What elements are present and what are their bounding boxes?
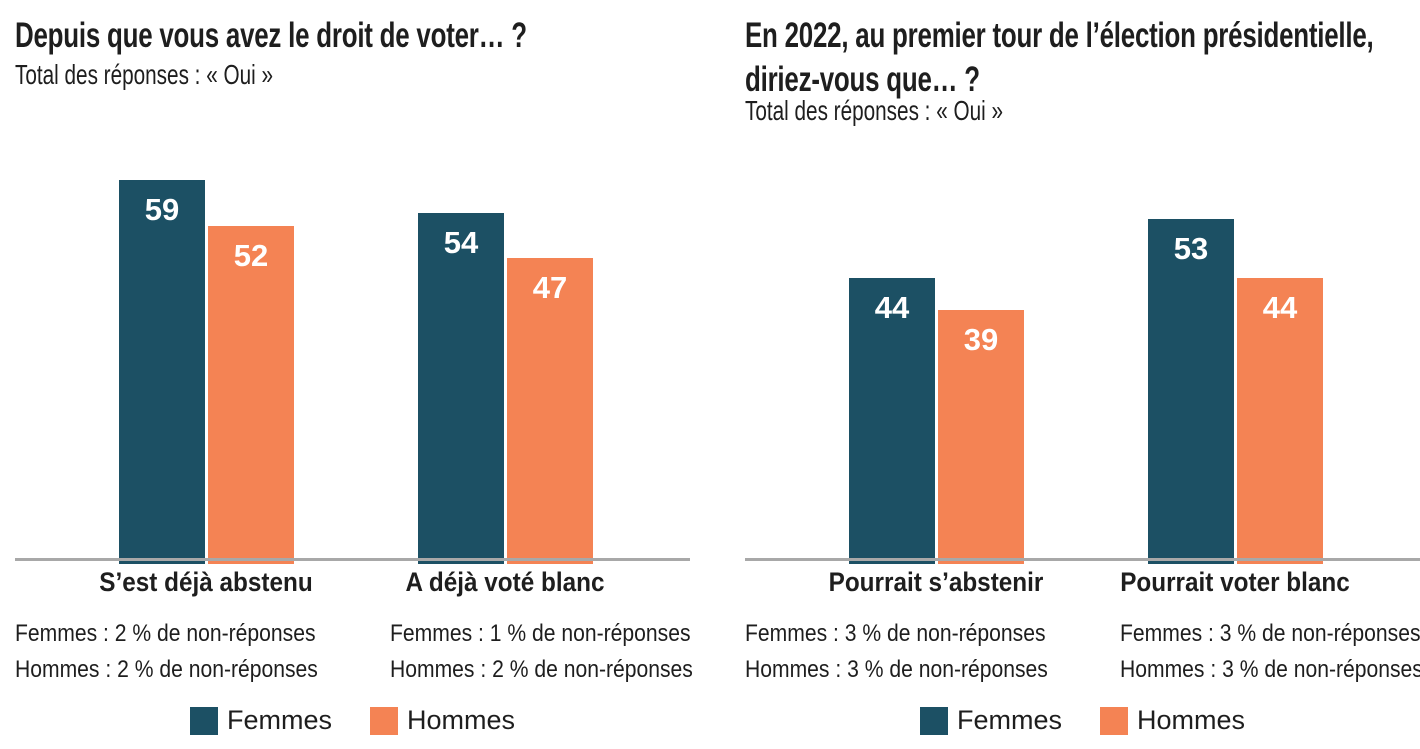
footnote-hommes: Hommes : 3 % de non-réponses — [745, 656, 1048, 683]
bar-value-label: 54 — [443, 225, 479, 260]
chart-subtitle: Total des réponses : « Oui » — [745, 95, 1004, 126]
chart-title-line: diriez-vous que… ? — [745, 60, 980, 99]
footnote-femmes: Femmes : 3 % de non-réponses — [745, 620, 1046, 647]
x-axis-line — [15, 558, 690, 561]
footnote-block: Femmes : 1 % de non-réponses Hommes : 2 %… — [390, 616, 693, 688]
bar-value-label: 47 — [532, 270, 568, 305]
legend-swatch-femmes — [919, 706, 948, 735]
bar-hommes: 52 — [208, 226, 294, 564]
footnote-block: Femmes : 3 % de non-réponses Hommes : 3 %… — [1120, 616, 1420, 688]
bar-femmes: 59 — [119, 180, 205, 564]
footnote-femmes: Femmes : 1 % de non-réponses — [390, 620, 691, 647]
category-label: Pourrait voter blanc — [1120, 567, 1350, 597]
chart-voting-history: Depuis que vous avez le droit de voter… … — [15, 0, 693, 749]
bar-value-label: 59 — [144, 192, 180, 227]
legend-swatch-femmes — [189, 706, 218, 735]
bar-value-label: 39 — [963, 322, 999, 357]
legend-label: Femmes — [956, 705, 1062, 735]
bar-value-label: 44 — [1262, 290, 1298, 325]
legend-item-hommes: Hommes — [370, 705, 515, 736]
legend-item-femmes: Femmes — [919, 705, 1062, 736]
bar-femmes: 53 — [1148, 219, 1234, 564]
bar-femmes: 54 — [418, 213, 504, 564]
chart-title-line: Depuis que vous avez le droit de voter… … — [15, 16, 527, 55]
chart-2022-intentions: En 2022, au premier tour de l’élection p… — [745, 0, 1420, 749]
legend-label: Hommes — [1137, 705, 1246, 735]
footnote-hommes: Hommes : 2 % de non-réponses — [390, 656, 693, 683]
footnote-block: Femmes : 2 % de non-réponses Hommes : 2 %… — [15, 616, 318, 688]
footnote-femmes: Femmes : 2 % de non-réponses — [15, 620, 316, 647]
legend: Femmes Hommes — [745, 705, 1420, 736]
legend-swatch-hommes — [370, 706, 398, 735]
legend-swatch-hommes — [1100, 706, 1128, 735]
legend-label: Femmes — [226, 705, 332, 735]
legend-item-hommes: Hommes — [1100, 705, 1245, 736]
category-label: A déjà voté blanc — [405, 567, 605, 597]
bar-hommes: 39 — [938, 310, 1024, 564]
footnote-femmes: Femmes : 3 % de non-réponses — [1120, 620, 1420, 647]
footnote-hommes: Hommes : 3 % de non-réponses — [1120, 656, 1420, 683]
bar-hommes: 44 — [1237, 278, 1323, 564]
bar-hommes: 47 — [507, 258, 593, 564]
x-axis-line — [745, 558, 1420, 561]
bar-value-label: 44 — [874, 290, 910, 325]
chart-title-line: En 2022, au premier tour de l’élection p… — [745, 16, 1374, 55]
category-label: S’est déjà abstenu — [99, 567, 313, 597]
bar-femmes: 44 — [849, 278, 935, 564]
bar-value-label: 52 — [233, 238, 269, 273]
footnote-hommes: Hommes : 2 % de non-réponses — [15, 656, 318, 683]
footnote-block: Femmes : 3 % de non-réponses Hommes : 3 %… — [745, 616, 1048, 688]
bar-value-label: 53 — [1173, 231, 1209, 266]
category-label: Pourrait s’abstenir — [828, 567, 1044, 597]
legend: Femmes Hommes — [15, 705, 690, 736]
legend-item-femmes: Femmes — [189, 705, 332, 736]
chart-subtitle: Total des réponses : « Oui » — [15, 59, 274, 90]
legend-label: Hommes — [407, 705, 516, 735]
